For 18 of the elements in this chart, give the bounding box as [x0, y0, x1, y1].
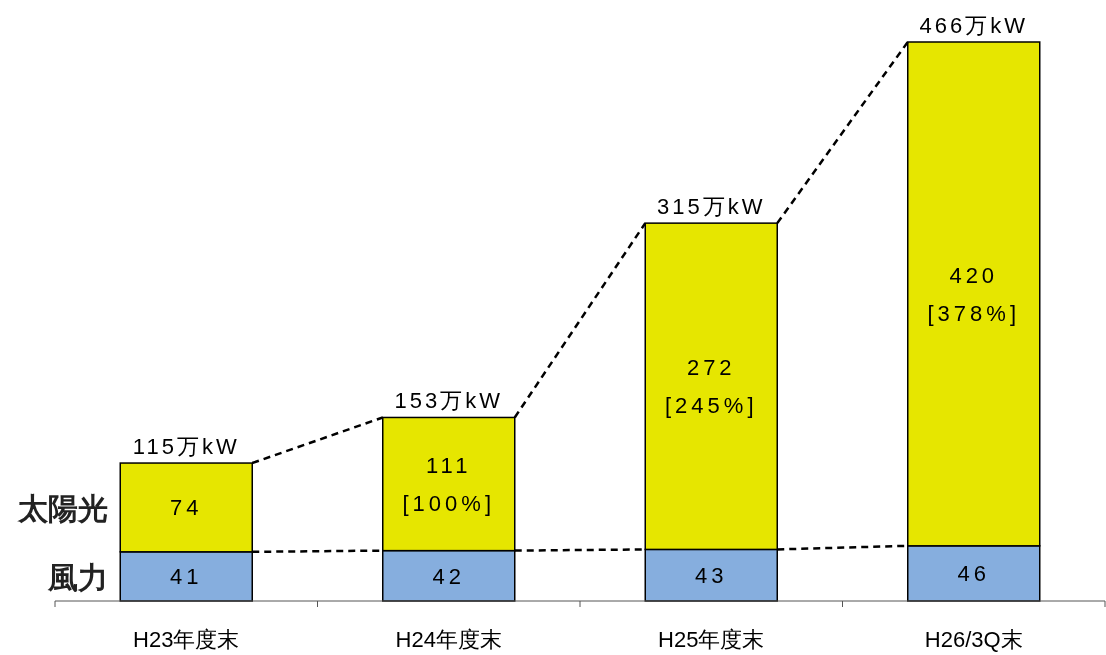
data-label: 111 [100%]: [402, 453, 495, 517]
x-tick-label: H23年度末: [133, 627, 240, 652]
total-label: 115万kW: [132, 434, 240, 460]
x-tick-label: H25年度末: [658, 627, 765, 652]
total-label: 466万kW: [919, 13, 1028, 38]
data-label: 43: [695, 563, 728, 589]
data-label: 74: [170, 495, 203, 521]
data-label: 46: [957, 561, 990, 587]
series-label: 風力: [47, 561, 109, 595]
x-tick-label: H26/3Q末: [924, 627, 1023, 652]
x-tick-label: H24年度末: [395, 627, 502, 652]
data-label: 42: [432, 563, 465, 589]
total-label: 153万kW: [394, 388, 503, 414]
data-label: 272 [245%]: [665, 355, 758, 419]
data-label: 41: [170, 564, 203, 590]
data-label: 420 [378%]: [927, 262, 1020, 326]
total-label: 315万kW: [657, 194, 766, 220]
series-label: 太陽光: [17, 492, 109, 526]
